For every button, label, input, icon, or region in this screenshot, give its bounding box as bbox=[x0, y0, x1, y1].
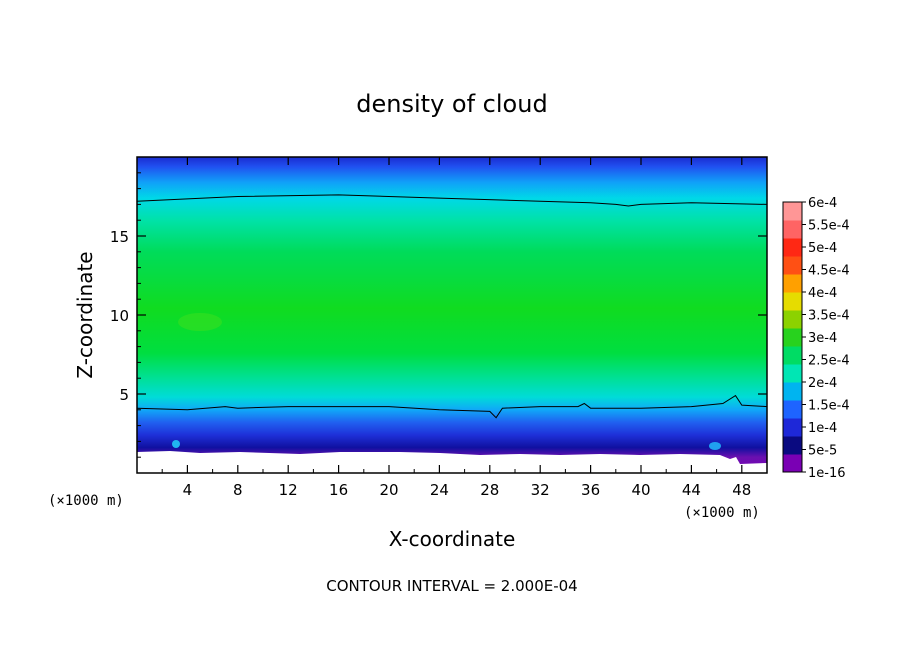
chart-title: density of cloud bbox=[356, 90, 547, 118]
colorbar-swatch bbox=[783, 202, 802, 221]
colorbar-swatch bbox=[783, 220, 802, 239]
colorbar-label: 5e-5 bbox=[808, 444, 837, 459]
colorbar-swatch bbox=[783, 256, 802, 275]
y-tick-label: 5 bbox=[119, 386, 129, 404]
contour-line bbox=[136, 394, 768, 419]
x-axis: 4 8 12 16 20 24 28 32 36 40 44 48 bbox=[161, 157, 751, 499]
colorbar-label: 6e-4 bbox=[808, 196, 837, 211]
colorbar-label: 2.5e-4 bbox=[808, 354, 850, 369]
y-axis-label: Z-coordinate bbox=[73, 251, 97, 378]
x-tick-label: 44 bbox=[682, 481, 701, 499]
colorbar-label: 4.5e-4 bbox=[808, 264, 850, 279]
contour-line bbox=[136, 194, 768, 207]
x-tick-label: 20 bbox=[379, 481, 398, 499]
no-data-region bbox=[137, 451, 767, 473]
colorbar-swatch bbox=[783, 418, 802, 437]
y-axis-unit: (×1000 m) bbox=[48, 493, 124, 509]
x-axis-unit: (×1000 m) bbox=[684, 505, 760, 521]
y-axis: 5 10 15 bbox=[110, 172, 767, 458]
field-fill bbox=[137, 157, 767, 473]
colorbar-swatch bbox=[783, 436, 802, 455]
colorbar-label: 5e-4 bbox=[808, 241, 837, 256]
density-field bbox=[137, 157, 767, 473]
y-tick-label: 10 bbox=[110, 307, 129, 325]
colorbar-label: 1e-4 bbox=[808, 421, 837, 436]
colorbar-label: 3.5e-4 bbox=[808, 309, 850, 324]
x-tick-label: 12 bbox=[279, 481, 298, 499]
y-tick-label: 15 bbox=[110, 228, 129, 246]
x-tick-label: 36 bbox=[581, 481, 600, 499]
colorbar-label: 3e-4 bbox=[808, 331, 837, 346]
x-axis-label: X-coordinate bbox=[389, 527, 516, 551]
field-highlight bbox=[709, 442, 721, 450]
colorbar-swatch bbox=[783, 400, 802, 419]
colorbar-swatch bbox=[783, 292, 802, 311]
x-tick-label: 32 bbox=[531, 481, 550, 499]
colorbar-label: 4e-4 bbox=[808, 286, 837, 301]
colorbar-swatch bbox=[783, 346, 802, 365]
x-tick-label: 4 bbox=[183, 481, 193, 499]
field-highlight bbox=[178, 313, 222, 331]
colorbar-label: 5.5e-4 bbox=[808, 219, 850, 234]
colorbar-label: 1e-16 bbox=[808, 466, 846, 481]
x-tick-label: 8 bbox=[233, 481, 243, 499]
x-tick-label: 48 bbox=[732, 481, 751, 499]
colorbar-swatch bbox=[783, 274, 802, 293]
colorbar: 1e-16 5e-5 1e-4 1.5e-4 2e-4 2.5e-4 3e-4 3.5e-4 4… bbox=[782, 196, 850, 481]
colorbar-swatch bbox=[783, 328, 802, 347]
x-tick-label: 24 bbox=[430, 481, 449, 499]
contour-lines bbox=[136, 194, 768, 419]
colorbar-swatch bbox=[783, 310, 802, 329]
contour-interval-note: CONTOUR INTERVAL = 2.000E-04 bbox=[326, 577, 577, 595]
colorbar-swatch bbox=[783, 364, 802, 383]
colorbar-swatch bbox=[783, 382, 802, 401]
x-tick-label: 28 bbox=[480, 481, 499, 499]
colorbar-label: 1.5e-4 bbox=[808, 399, 850, 414]
colorbar-swatch bbox=[783, 454, 802, 473]
x-tick-label: 40 bbox=[631, 481, 650, 499]
colorbar-swatch bbox=[783, 238, 802, 257]
colorbar-label: 2e-4 bbox=[808, 376, 837, 391]
x-tick-label: 16 bbox=[329, 481, 348, 499]
field-highlight bbox=[172, 440, 180, 448]
